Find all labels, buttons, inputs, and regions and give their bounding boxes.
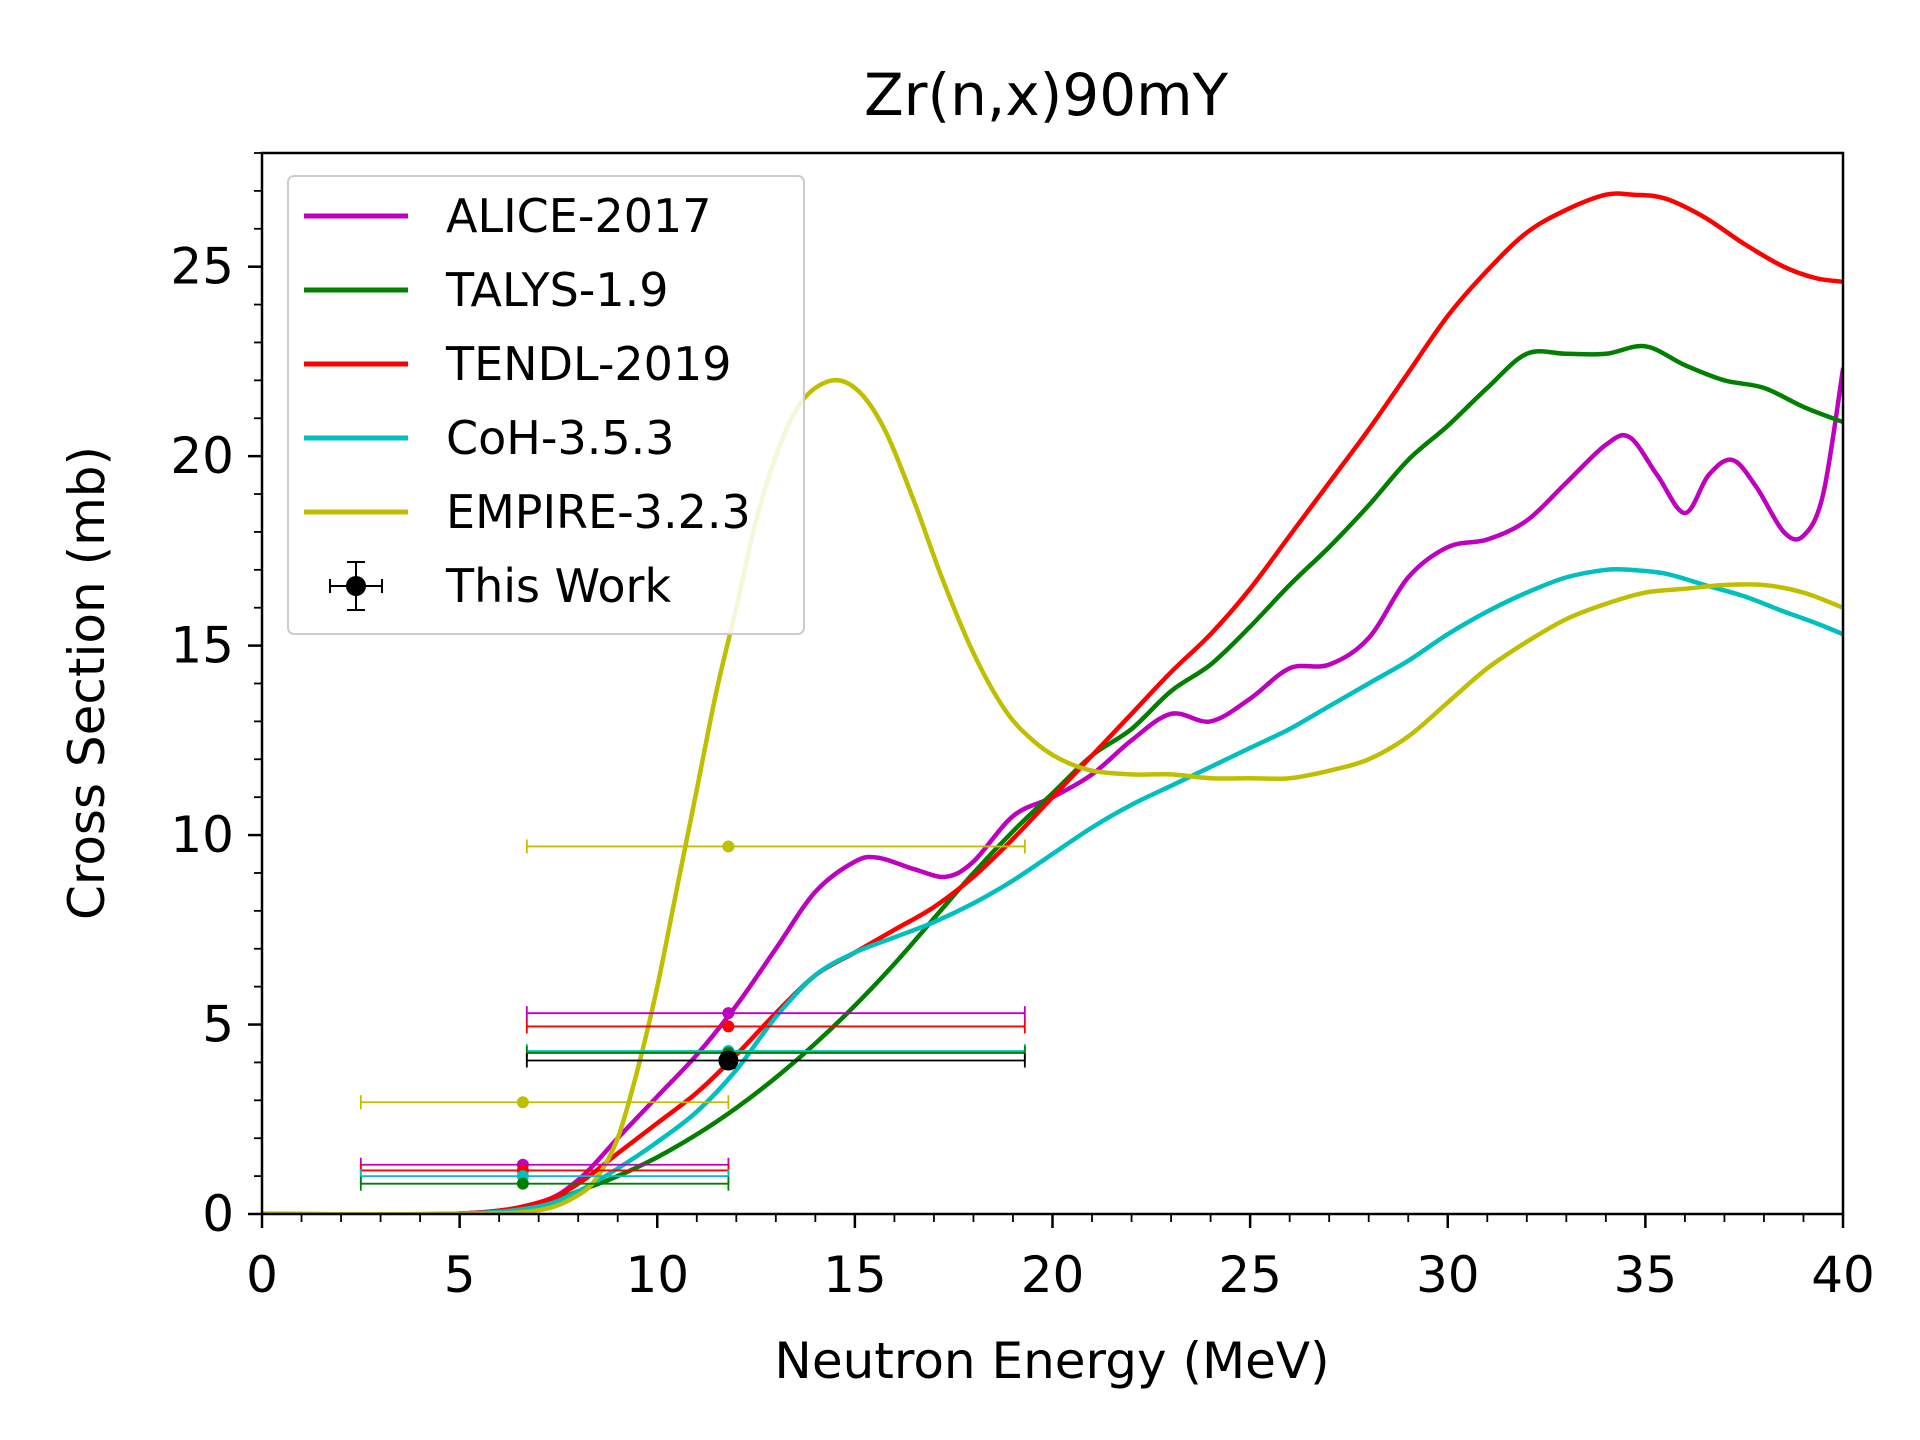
model-point-marker	[722, 840, 735, 853]
y-tick-label: 20	[170, 427, 234, 485]
legend-items: ALICE-2017 TALYS-1.9 TENDL-2019 CoH-3.5.3 EM…	[304, 189, 751, 613]
model-point-9	[525, 1044, 1026, 1059]
legend-swatch-marker	[346, 576, 366, 596]
measurement-point	[525, 1050, 1026, 1071]
model-point-marker	[722, 1020, 735, 1033]
series-line-3	[262, 191, 1843, 1214]
x-tick-label: 20	[1021, 1246, 1085, 1304]
legend-label: This Work	[445, 559, 671, 613]
chart-title: Zr(n,x)90mY	[864, 61, 1229, 129]
legend-label: TENDL-2019	[445, 337, 731, 391]
y-tick-label: 0	[202, 1185, 234, 1243]
legend-entry-1: ALICE-2017	[304, 189, 712, 243]
x-axis-label: Neutron Energy (MeV)	[774, 1332, 1329, 1390]
legend: ALICE-2017 TALYS-1.9 TENDL-2019 CoH-3.5.3 EM…	[287, 175, 805, 635]
legend-label: TALYS-1.9	[445, 263, 669, 317]
y-tick-label: 5	[202, 996, 234, 1054]
y-tick-label: 10	[170, 806, 234, 864]
legend-entry-4: CoH-3.5.3	[304, 411, 675, 465]
x-tick-label: 0	[246, 1246, 278, 1304]
series-lines	[262, 191, 1843, 1214]
x-axis: 0 5 10 15 20 25 30 35 40	[246, 1214, 1875, 1304]
x-tick-label: 30	[1416, 1246, 1480, 1304]
legend-entry-6: This Work	[329, 559, 671, 613]
model-point-6	[525, 839, 1026, 854]
x-tick-label: 35	[1614, 1246, 1678, 1304]
model-point-marker	[516, 1096, 529, 1109]
y-tick-label: 25	[170, 238, 234, 296]
measurement-marker	[718, 1050, 739, 1071]
legend-box	[287, 175, 805, 635]
x-tick-label: 15	[823, 1246, 887, 1304]
x-tick-label: 40	[1811, 1246, 1875, 1304]
series-line-4	[262, 566, 1843, 1214]
legend-entry-3: TENDL-2019	[304, 337, 731, 391]
model-point-7	[525, 1006, 1026, 1021]
x-tick-label: 10	[625, 1246, 689, 1304]
model-point-4	[359, 1176, 730, 1191]
legend-label: EMPIRE-3.2.3	[446, 485, 751, 539]
x-tick-label: 25	[1218, 1246, 1282, 1304]
model-point-marker	[722, 1007, 735, 1020]
legend-entry-2: TALYS-1.9	[304, 263, 669, 317]
model-point-10	[525, 1045, 1026, 1060]
error-bars	[359, 839, 1026, 1191]
y-tick-label: 15	[170, 617, 234, 675]
legend-label: ALICE-2017	[446, 189, 712, 243]
series-line-5	[262, 377, 1843, 1214]
model-point-5	[359, 1095, 730, 1110]
legend-entry-5: EMPIRE-3.2.3	[304, 485, 751, 539]
y-axis-label: Cross Section (mb)	[58, 446, 116, 920]
model-point-marker	[516, 1177, 529, 1190]
legend-label: CoH-3.5.3	[446, 411, 675, 465]
model-point-8	[525, 1019, 1026, 1034]
x-tick-label: 5	[444, 1246, 476, 1304]
y-axis: 0 5 10 15 20 25	[170, 152, 262, 1243]
series-line-2	[262, 343, 1843, 1214]
